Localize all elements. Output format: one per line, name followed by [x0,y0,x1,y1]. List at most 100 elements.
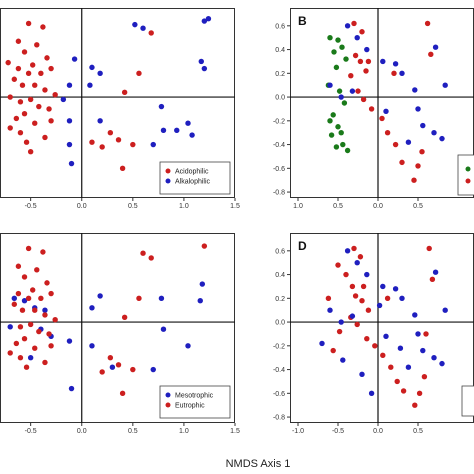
data-point-series-2 [60,96,67,103]
data-point-series-3 [399,70,405,77]
data-point-series-1 [27,148,34,155]
data-point-series-1 [21,49,28,55]
legend-marker [165,178,171,184]
data-point-series-3 [439,135,445,142]
data-point-series-1 [333,64,340,71]
data-point-series-1 [325,295,332,302]
data-point-series-2 [34,267,40,273]
y-tick-label: -0.4 [273,142,285,149]
data-point-series-2 [338,319,344,325]
data-point-series-1 [343,56,349,62]
data-point-series-2 [174,127,180,134]
data-point-series-1 [97,293,103,299]
data-point-series-2 [29,287,36,293]
data-point-series-1 [150,366,156,373]
data-point-series-1 [359,297,365,304]
data-point-series-2 [319,340,325,347]
panel-label: B [298,14,307,28]
data-point-series-1 [335,262,341,268]
data-point-series-2 [351,20,357,27]
y-tick-label: -0.6 [273,391,285,398]
data-point-series-1 [354,321,360,328]
data-point-series-1 [394,378,400,385]
data-point-series-1 [372,343,378,349]
data-point-series-2 [368,106,375,112]
data-point-series-1 [42,307,48,313]
data-point-series-1 [384,295,391,302]
data-point-series-1 [11,76,18,82]
data-point-series-1 [42,87,48,93]
x-tick-label: 0.5 [413,203,423,210]
data-point-series-1 [66,338,73,344]
data-point-series-1 [5,59,11,66]
data-point-series-1 [89,305,95,311]
data-point-series-2 [132,21,138,28]
panel-label: D [298,239,307,253]
data-point-series-2 [19,307,26,313]
data-point-series-2 [355,88,361,94]
data-point-series-1 [426,245,432,252]
data-point-series-1 [429,276,436,283]
x-tick-label: 1.5 [230,428,240,435]
data-point-series-2 [11,301,18,307]
data-point-series-2 [52,316,58,323]
data-point-series-1 [109,364,116,370]
data-point-series-1 [29,62,36,68]
y-tick-label: 0.0 [275,95,285,102]
x-tick-label: 1.0 [179,428,189,435]
data-point-series-2 [89,64,95,71]
y-tick-label: 0.4 [275,47,285,54]
data-point-series-2 [348,72,354,79]
data-point-series-1 [335,124,341,130]
data-point-series-1 [7,125,13,131]
data-point-series-2 [397,345,404,351]
data-point-series-1 [160,326,167,332]
data-point-series-2 [205,15,212,22]
data-point-series-1 [89,343,95,349]
y-tick-label: -0.6 [273,166,285,173]
data-point-series-1 [158,295,165,302]
panel-frame [0,233,235,423]
data-point-series-1 [380,352,386,359]
y-tick-label: -0.8 [273,190,285,197]
data-point-series-1 [11,295,18,302]
legend-box [457,154,474,196]
y-tick-label: 0.2 [275,296,285,303]
data-point-series-1 [136,70,142,77]
data-point-series-3 [415,106,421,112]
data-point-series-2 [431,354,437,361]
legend-label: Mesotrophic [175,393,214,400]
data-point-series-2 [344,248,351,254]
data-point-series-1 [327,118,333,124]
data-point-series-2 [27,321,34,328]
x-tick-label: -1.0 [292,428,304,435]
panel-frame [290,233,474,423]
x-tick-label: 0.0 [373,203,383,210]
legend-label: Acidophilic [175,169,209,176]
data-point-series-2 [66,118,73,124]
data-point-series-3 [380,58,386,65]
data-point-series-2 [107,354,114,361]
data-point-series-2 [365,58,372,65]
panel-frame [290,8,474,198]
data-point-series-1 [344,147,351,154]
figure-x-axis-label: NMDS Axis 1 [226,458,291,470]
data-point-series-2 [376,302,383,309]
data-point-series-1 [21,297,28,304]
data-point-series-1 [48,65,54,72]
data-point-series-2 [380,283,386,290]
data-point-series-3 [392,61,399,67]
data-point-series-1 [416,390,423,397]
x-tick-label: -0.5 [332,428,344,435]
data-point-series-1 [343,271,349,278]
data-point-series-2 [349,313,356,319]
data-point-series-3 [364,46,370,53]
data-point-series-2 [415,331,421,337]
data-point-series-2 [419,148,425,155]
data-point-series-3 [420,122,426,129]
data-point-series-1 [333,144,340,150]
data-point-series-1 [7,94,13,100]
data-point-series-1 [119,165,126,172]
legend-box [159,385,231,419]
data-point-series-2 [399,295,405,302]
